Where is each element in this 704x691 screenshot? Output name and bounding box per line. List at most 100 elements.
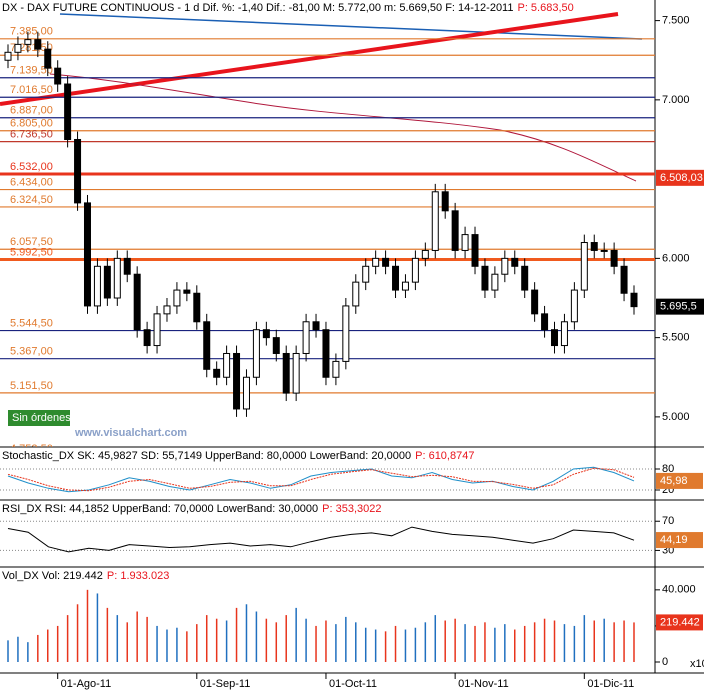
candle-body <box>203 321 211 370</box>
candle-body <box>401 281 409 291</box>
candle-body <box>421 249 429 259</box>
candle-body <box>372 257 380 267</box>
candle-body <box>4 51 12 61</box>
candle-body <box>282 352 290 394</box>
candle-body <box>302 321 310 354</box>
candle-body <box>93 265 101 307</box>
moving-average <box>49 73 637 182</box>
title-text: RSI_DX RSI: 44,1852 UpperBand: 70,0000 L… <box>2 503 318 515</box>
candle-body <box>252 329 260 378</box>
multiplier: x10 <box>690 658 704 670</box>
level-label: 6.887,00 <box>10 105 53 117</box>
candle-body <box>332 360 340 378</box>
candle-body <box>34 39 42 50</box>
level-label: 7.385,00 <box>10 26 53 38</box>
candle-body <box>392 265 400 291</box>
candle-body <box>481 265 489 291</box>
candle-body <box>570 289 578 323</box>
candle-body <box>213 368 221 378</box>
candle-body <box>431 191 439 251</box>
candle-body <box>14 43 22 53</box>
candle-body <box>501 257 509 275</box>
candle-body <box>590 242 598 251</box>
title-text: Stochastic_DX SK: 45,9827 SD: 55,7149 Up… <box>2 450 411 462</box>
candle-body <box>193 292 201 323</box>
price-tag-label: 219.442 <box>660 616 700 628</box>
candle-body <box>103 265 111 299</box>
trend-line <box>0 12 619 106</box>
candle-body <box>173 289 181 307</box>
price-tag <box>656 298 704 315</box>
status-box <box>8 410 70 426</box>
candle-body <box>292 352 300 394</box>
title-price: P: 5.683,50 <box>517 2 573 14</box>
level-label: 5.992,50 <box>10 246 53 258</box>
price-tag <box>656 472 703 489</box>
candle-body <box>630 292 638 308</box>
y-tick-label: 5.000 <box>662 411 690 423</box>
y-tick-label: 0 <box>662 656 668 668</box>
candle-body <box>44 48 52 69</box>
panel-title: DX - DAX FUTURE CONTINUOUS - 1 d Dif. %:… <box>2 2 574 14</box>
price-tag <box>656 532 703 549</box>
candle-body <box>441 191 449 212</box>
indicator-line <box>7 526 635 553</box>
candle-body <box>262 329 270 339</box>
panel-title: Stochastic_DX SK: 45,9827 SD: 55,7149 Up… <box>2 450 474 462</box>
candle-body <box>600 249 608 252</box>
candle-body <box>491 273 499 291</box>
y-tick-label: 5.500 <box>662 332 690 344</box>
candle-body <box>322 329 330 378</box>
candle-body <box>352 281 360 307</box>
candle-body <box>560 321 568 347</box>
title-price: P: 1.933.023 <box>107 570 169 582</box>
level-label: 5.544,50 <box>10 317 53 329</box>
x-tick-label: 01-Dic-11 <box>587 678 634 690</box>
candle-body <box>233 352 241 410</box>
price-tag <box>656 614 703 631</box>
candle-body <box>461 234 469 251</box>
candle-body <box>531 289 539 315</box>
candle-body <box>541 313 549 331</box>
level-label: 6.057,50 <box>10 236 53 248</box>
level-label: 7.139,50 <box>10 65 53 77</box>
x-tick-label: 01-Oct-11 <box>329 678 377 690</box>
candle-body <box>74 138 82 204</box>
level-label: 6.805,00 <box>10 118 53 130</box>
level-label: 7.016,50 <box>10 84 53 96</box>
level-label: 6.736,50 <box>10 129 53 141</box>
level-label: 5.367,00 <box>10 346 53 358</box>
title-text: DX - DAX FUTURE CONTINUOUS - 1 d Dif. %:… <box>2 2 513 14</box>
candle-body <box>242 376 250 410</box>
panel-title: RSI_DX RSI: 44,1852 UpperBand: 70,0000 L… <box>2 503 382 515</box>
candle-body <box>580 242 588 291</box>
candle-body <box>183 289 191 294</box>
y-tick-label: 70 <box>662 515 674 527</box>
candle-body <box>451 210 459 251</box>
candle-body <box>551 329 559 347</box>
candle-body <box>471 234 479 267</box>
y-tick-label: 80 <box>662 463 674 475</box>
candle-body <box>272 337 280 354</box>
level-label: 5.151,50 <box>10 380 53 392</box>
candle-body <box>223 352 231 378</box>
candle-body <box>521 265 529 291</box>
y-tick-label: 7.500 <box>662 15 690 27</box>
trend-line <box>59 13 643 40</box>
x-tick-label: 01-Nov-11 <box>458 678 509 690</box>
status-label: Sin órdenes <box>12 412 71 424</box>
indicator-line <box>7 467 635 492</box>
candle-body <box>123 257 131 275</box>
price-tag-label: 44,19 <box>660 534 688 546</box>
title-price: P: 353,3022 <box>322 503 381 515</box>
candle-body <box>163 305 171 315</box>
candle-body <box>64 83 72 140</box>
level-label: 6.324,50 <box>10 194 53 206</box>
candle-body <box>24 39 32 45</box>
candle-body <box>382 257 390 267</box>
level-label: 6.434,00 <box>10 176 53 188</box>
candle-body <box>610 249 618 267</box>
price-tag-label: 45,98 <box>660 475 688 487</box>
